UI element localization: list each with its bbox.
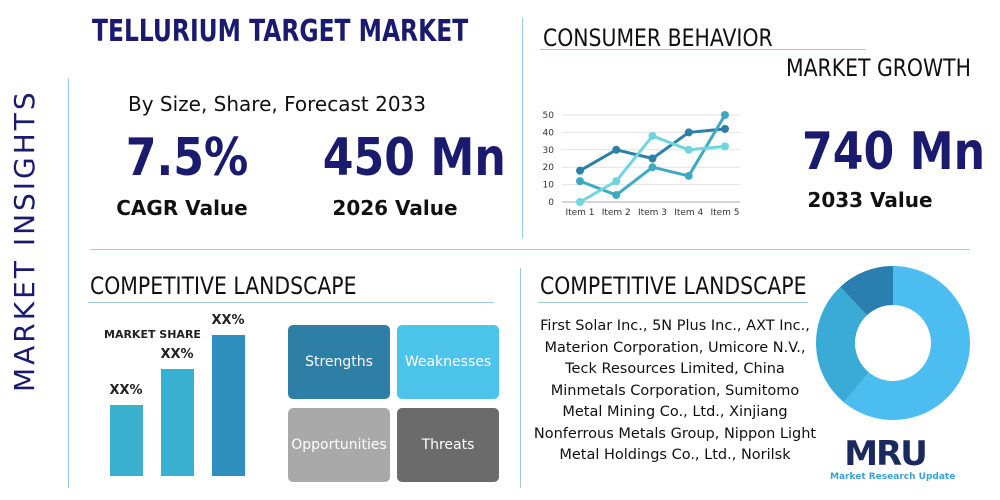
competitive-right-title: COMPETITIVE LANDSCAPE [540,272,807,300]
value-2026: 450 Mn [322,128,506,188]
share-bar [212,334,245,476]
data-point [721,124,729,133]
logo-mark: MRU [844,434,928,474]
x-tick-label: Item 1 [565,208,594,218]
divider [68,78,69,488]
donut-chart [816,266,970,420]
share-bar [161,368,194,476]
swot-weaknesses: Weaknesses [397,325,499,399]
share-bar [110,404,143,476]
page-title: TELLURIUM TARGET MARKET [92,14,469,49]
divider [520,268,521,488]
y-tick-label: 10 [543,181,555,191]
data-point [684,128,693,137]
data-point [612,191,621,200]
y-tick-label: 50 [543,111,555,121]
donut-slice-2 [840,266,893,316]
share-bar-label: XX% [160,346,194,362]
logo: MRU Market Research Update [830,434,956,482]
divider [90,249,970,250]
donut-slice-0 [843,266,970,420]
side-label: MARKET INSIGHTS [8,89,41,392]
share-bar-label: XX% [109,382,143,398]
data-point [684,171,693,180]
x-tick-label: Item 2 [602,208,631,218]
value-2033-label: 2033 Value [807,188,933,212]
data-point [684,145,693,154]
swot-strengths: Strengths [288,325,390,399]
logo-name: Market Research Update [830,472,956,482]
subtitle: By Size, Share, Forecast 2033 [128,92,426,116]
data-point [648,131,657,140]
cagr-value: 7.5% [125,128,249,188]
data-point [721,142,729,151]
value-2026-label: 2026 Value [332,196,458,220]
line-chart: 0 10 20 30 40 50 Item 1 Item 2 Item 3 Item 4 Item … [543,111,740,218]
donut-slice-1 [816,286,869,403]
y-tick-label: 0 [548,198,554,208]
swot-threats: Threats [397,408,499,482]
x-tick-label: Item 5 [710,208,739,218]
data-point [721,111,729,119]
y-tick-label: 40 [543,128,555,138]
data-point [612,145,621,154]
market-growth-title: MARKET GROWTH [786,54,971,82]
data-point [576,177,584,186]
data-point [648,154,657,163]
company-list: First Solar Inc., 5N Plus Inc., AXT Inc.… [533,318,817,463]
x-tick-label: Item 4 [674,208,703,218]
y-tick-label: 30 [543,146,555,156]
data-point [576,166,584,175]
share-bar-label: XX% [211,312,245,328]
market-share-label: MARKET SHARE [104,328,201,341]
cagr-label: CAGR Value [116,196,248,220]
divider [88,302,494,303]
value-2033: 740 Mn [802,122,986,182]
divider [522,18,523,238]
competitive-left-title: COMPETITIVE LANDSCAPE [90,272,357,300]
divider [540,49,866,50]
swot-opportunities: Opportunities [288,408,390,482]
data-point [612,177,621,186]
data-point [576,198,584,206]
consumer-title: CONSUMER BEHAVIOR [543,24,773,52]
x-tick-label: Item 3 [638,208,667,218]
divider [538,302,808,303]
y-tick-label: 20 [543,163,555,173]
data-point [648,163,657,172]
